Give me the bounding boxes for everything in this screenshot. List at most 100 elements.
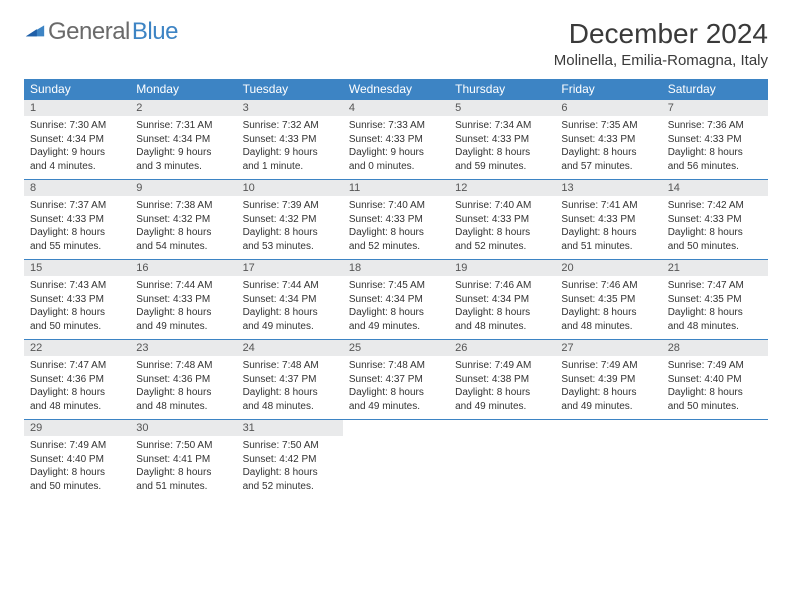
calendar-day: 4Sunrise: 7:33 AMSunset: 4:33 PMDaylight…	[343, 100, 449, 180]
day-number: 8	[24, 180, 130, 196]
day-sunrise: Sunrise: 7:40 AM	[455, 199, 549, 213]
day-sunrise: Sunrise: 7:41 AM	[561, 199, 655, 213]
day-body: Sunrise: 7:36 AMSunset: 4:33 PMDaylight:…	[662, 116, 768, 179]
day-number: 16	[130, 260, 236, 276]
title-block: December 2024 Molinella, Emilia-Romagna,…	[554, 18, 768, 69]
day-sunrise: Sunrise: 7:49 AM	[455, 359, 549, 373]
day-sunset: Sunset: 4:34 PM	[136, 133, 230, 147]
day-daylight: Daylight: 9 hours and 1 minute.	[243, 146, 337, 173]
calendar-day: 18Sunrise: 7:45 AMSunset: 4:34 PMDayligh…	[343, 260, 449, 340]
day-number: 15	[24, 260, 130, 276]
day-body: Sunrise: 7:45 AMSunset: 4:34 PMDaylight:…	[343, 276, 449, 339]
day-daylight: Daylight: 8 hours and 48 minutes.	[561, 306, 655, 333]
day-body: Sunrise: 7:30 AMSunset: 4:34 PMDaylight:…	[24, 116, 130, 179]
day-body: Sunrise: 7:33 AMSunset: 4:33 PMDaylight:…	[343, 116, 449, 179]
day-sunset: Sunset: 4:35 PM	[668, 293, 762, 307]
day-sunset: Sunset: 4:39 PM	[561, 373, 655, 387]
day-sunrise: Sunrise: 7:33 AM	[349, 119, 443, 133]
day-daylight: Daylight: 8 hours and 50 minutes.	[30, 306, 124, 333]
day-body: Sunrise: 7:43 AMSunset: 4:33 PMDaylight:…	[24, 276, 130, 339]
calendar-day: 26Sunrise: 7:49 AMSunset: 4:38 PMDayligh…	[449, 340, 555, 420]
day-number: 24	[237, 340, 343, 356]
day-sunrise: Sunrise: 7:49 AM	[668, 359, 762, 373]
calendar-body: 1Sunrise: 7:30 AMSunset: 4:34 PMDaylight…	[24, 100, 768, 500]
weekday-header: Friday	[555, 79, 661, 100]
calendar-day: 27Sunrise: 7:49 AMSunset: 4:39 PMDayligh…	[555, 340, 661, 420]
calendar-day: 20Sunrise: 7:46 AMSunset: 4:35 PMDayligh…	[555, 260, 661, 340]
day-sunset: Sunset: 4:42 PM	[243, 453, 337, 467]
calendar-day: 15Sunrise: 7:43 AMSunset: 4:33 PMDayligh…	[24, 260, 130, 340]
calendar-day: 1Sunrise: 7:30 AMSunset: 4:34 PMDaylight…	[24, 100, 130, 180]
day-sunset: Sunset: 4:38 PM	[455, 373, 549, 387]
day-sunset: Sunset: 4:33 PM	[455, 213, 549, 227]
day-daylight: Daylight: 8 hours and 51 minutes.	[561, 226, 655, 253]
day-sunset: Sunset: 4:34 PM	[30, 133, 124, 147]
day-body: Sunrise: 7:47 AMSunset: 4:36 PMDaylight:…	[24, 356, 130, 419]
day-sunrise: Sunrise: 7:43 AM	[30, 279, 124, 293]
day-sunset: Sunset: 4:37 PM	[243, 373, 337, 387]
month-title: December 2024	[554, 18, 768, 50]
day-number: 5	[449, 100, 555, 116]
calendar-day: ..	[343, 420, 449, 500]
day-body: Sunrise: 7:37 AMSunset: 4:33 PMDaylight:…	[24, 196, 130, 259]
day-sunrise: Sunrise: 7:48 AM	[243, 359, 337, 373]
day-sunrise: Sunrise: 7:40 AM	[349, 199, 443, 213]
day-body: Sunrise: 7:50 AMSunset: 4:42 PMDaylight:…	[237, 436, 343, 499]
day-number: 18	[343, 260, 449, 276]
calendar-day: 28Sunrise: 7:49 AMSunset: 4:40 PMDayligh…	[662, 340, 768, 420]
day-body: Sunrise: 7:39 AMSunset: 4:32 PMDaylight:…	[237, 196, 343, 259]
day-number: 23	[130, 340, 236, 356]
day-body: Sunrise: 7:38 AMSunset: 4:32 PMDaylight:…	[130, 196, 236, 259]
day-number: 31	[237, 420, 343, 436]
calendar-day: 17Sunrise: 7:44 AMSunset: 4:34 PMDayligh…	[237, 260, 343, 340]
day-number: 28	[662, 340, 768, 356]
weekday-header: Tuesday	[237, 79, 343, 100]
calendar-day: 29Sunrise: 7:49 AMSunset: 4:40 PMDayligh…	[24, 420, 130, 500]
day-body: Sunrise: 7:49 AMSunset: 4:39 PMDaylight:…	[555, 356, 661, 419]
day-number: 21	[662, 260, 768, 276]
day-sunrise: Sunrise: 7:45 AM	[349, 279, 443, 293]
day-body: Sunrise: 7:31 AMSunset: 4:34 PMDaylight:…	[130, 116, 236, 179]
day-sunset: Sunset: 4:34 PM	[243, 293, 337, 307]
day-daylight: Daylight: 8 hours and 48 minutes.	[243, 386, 337, 413]
day-daylight: Daylight: 8 hours and 56 minutes.	[668, 146, 762, 173]
logo-mark	[24, 21, 46, 44]
day-sunrise: Sunrise: 7:47 AM	[668, 279, 762, 293]
day-number: 29	[24, 420, 130, 436]
day-sunset: Sunset: 4:35 PM	[561, 293, 655, 307]
calendar-day: 30Sunrise: 7:50 AMSunset: 4:41 PMDayligh…	[130, 420, 236, 500]
calendar-day: 19Sunrise: 7:46 AMSunset: 4:34 PMDayligh…	[449, 260, 555, 340]
day-number: 2	[130, 100, 236, 116]
calendar-day: 5Sunrise: 7:34 AMSunset: 4:33 PMDaylight…	[449, 100, 555, 180]
header: General Blue December 2024 Molinella, Em…	[24, 18, 768, 69]
day-sunset: Sunset: 4:33 PM	[668, 213, 762, 227]
calendar-day: 23Sunrise: 7:48 AMSunset: 4:36 PMDayligh…	[130, 340, 236, 420]
day-body: Sunrise: 7:49 AMSunset: 4:38 PMDaylight:…	[449, 356, 555, 419]
calendar-day: 7Sunrise: 7:36 AMSunset: 4:33 PMDaylight…	[662, 100, 768, 180]
weekday-header: Thursday	[449, 79, 555, 100]
logo: General Blue	[24, 18, 178, 46]
calendar-day: ..	[662, 420, 768, 500]
day-daylight: Daylight: 9 hours and 3 minutes.	[136, 146, 230, 173]
day-sunrise: Sunrise: 7:39 AM	[243, 199, 337, 213]
day-sunset: Sunset: 4:33 PM	[349, 213, 443, 227]
day-body: Sunrise: 7:49 AMSunset: 4:40 PMDaylight:…	[662, 356, 768, 419]
calendar-day: 9Sunrise: 7:38 AMSunset: 4:32 PMDaylight…	[130, 180, 236, 260]
day-daylight: Daylight: 8 hours and 49 minutes.	[455, 386, 549, 413]
day-number: 26	[449, 340, 555, 356]
calendar-day: 6Sunrise: 7:35 AMSunset: 4:33 PMDaylight…	[555, 100, 661, 180]
day-number: 10	[237, 180, 343, 196]
calendar-day: 13Sunrise: 7:41 AMSunset: 4:33 PMDayligh…	[555, 180, 661, 260]
day-daylight: Daylight: 8 hours and 48 minutes.	[30, 386, 124, 413]
day-sunset: Sunset: 4:33 PM	[243, 133, 337, 147]
calendar-day: ..	[555, 420, 661, 500]
day-sunrise: Sunrise: 7:44 AM	[243, 279, 337, 293]
day-daylight: Daylight: 8 hours and 49 minutes.	[136, 306, 230, 333]
day-sunset: Sunset: 4:36 PM	[30, 373, 124, 387]
day-body: Sunrise: 7:40 AMSunset: 4:33 PMDaylight:…	[343, 196, 449, 259]
day-body: Sunrise: 7:44 AMSunset: 4:33 PMDaylight:…	[130, 276, 236, 339]
day-daylight: Daylight: 8 hours and 48 minutes.	[455, 306, 549, 333]
day-sunrise: Sunrise: 7:31 AM	[136, 119, 230, 133]
day-daylight: Daylight: 8 hours and 50 minutes.	[668, 226, 762, 253]
calendar-day: 11Sunrise: 7:40 AMSunset: 4:33 PMDayligh…	[343, 180, 449, 260]
